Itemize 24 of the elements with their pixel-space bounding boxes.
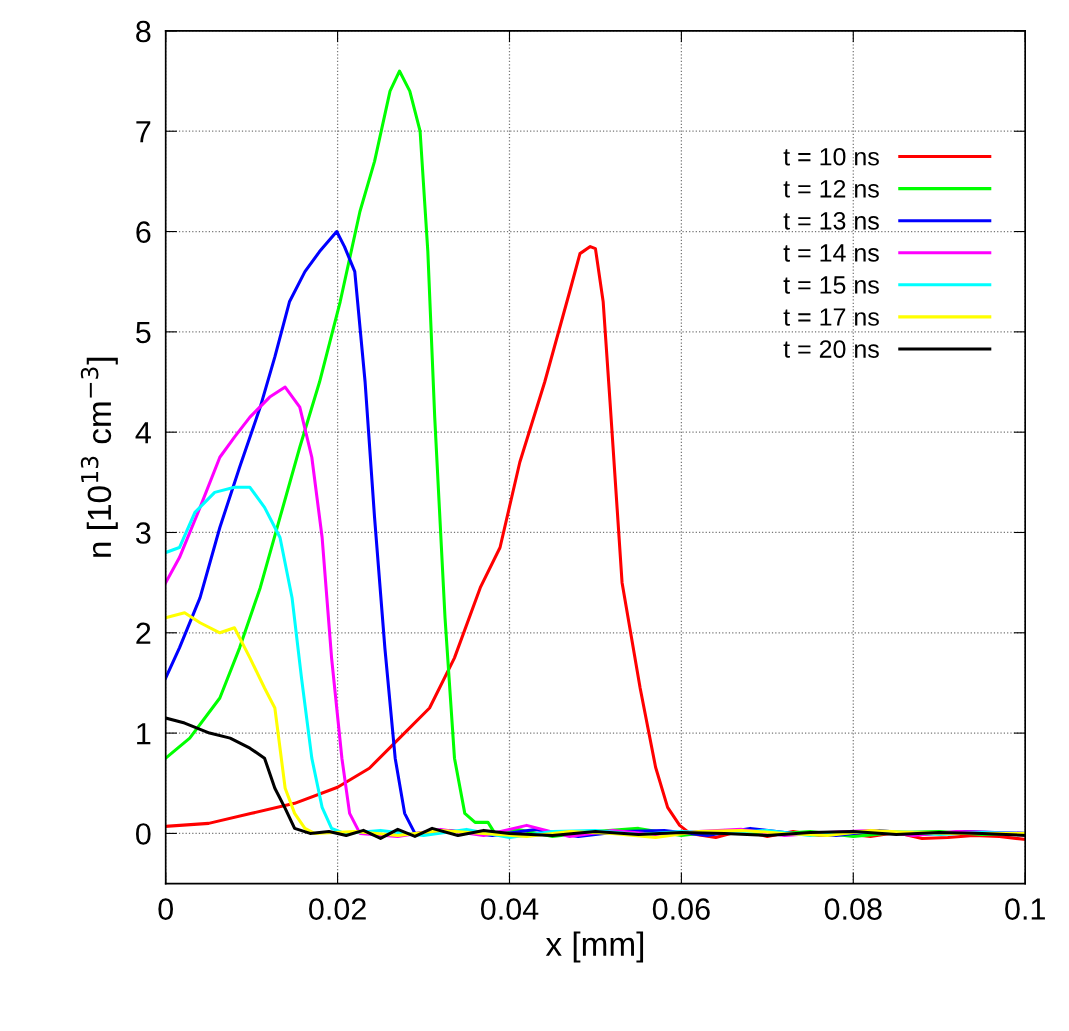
legend-label: t = 10 ns <box>783 147 879 166</box>
y-tick-label: 3 <box>135 522 151 544</box>
x-tick-label: 0.1 <box>1005 898 1045 920</box>
legend-label: t = 20 ns <box>783 340 879 358</box>
y-tick-label: 0 <box>136 823 151 845</box>
legend-label: t = 14 ns <box>783 244 879 262</box>
y-tick-label: 7 <box>136 121 151 143</box>
y-tick-label: 2 <box>136 622 151 644</box>
legend-label: t = 13 ns <box>783 211 879 230</box>
x-tick-label: 0.08 <box>824 898 882 920</box>
y-tick-label: 1 <box>137 723 151 745</box>
x-axis-title: x [mm] <box>545 931 644 963</box>
y-axis-title: n [10$^{13}$ cm$^{−3}$] <box>80 357 118 557</box>
x-tick-label: 0 <box>158 898 173 920</box>
y-tick-label: 5 <box>136 321 151 344</box>
y-tick-label: 6 <box>136 221 151 243</box>
x-tick-label: 0.04 <box>480 898 539 920</box>
y-tick-label: 4 <box>135 422 151 444</box>
x-tick-label: 0.02 <box>309 898 366 920</box>
legend-label: t = 17 ns <box>783 308 879 326</box>
legend-label: t = 12 ns <box>783 179 879 198</box>
y-tick-label: 8 <box>136 20 151 43</box>
x-tick-label: 0.06 <box>652 898 710 920</box>
legend-label: t = 15 ns <box>783 276 879 294</box>
